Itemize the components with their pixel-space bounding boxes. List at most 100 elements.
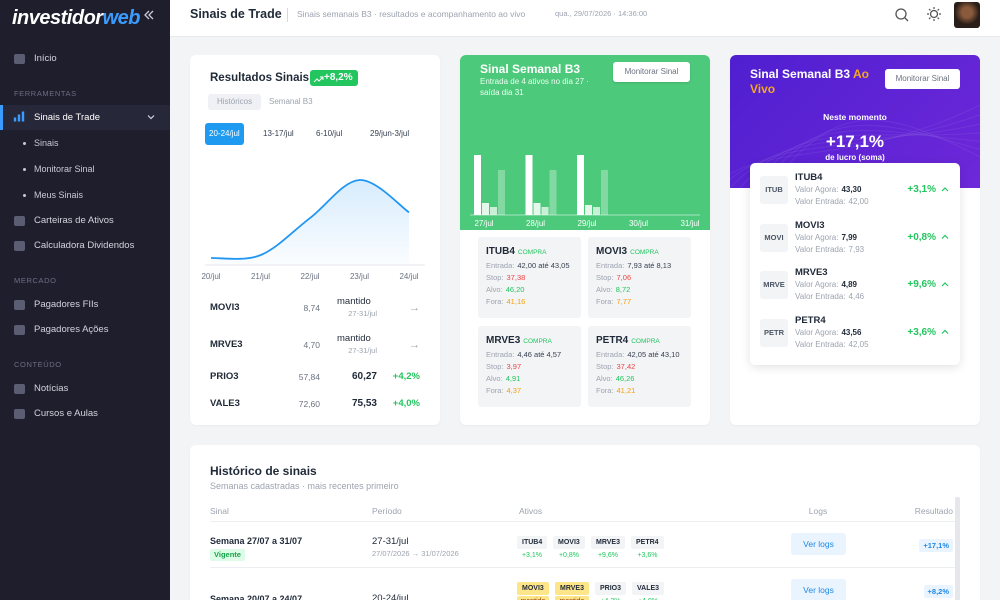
avatar[interactable]: [954, 2, 980, 28]
submenu-item[interactable]: Sinais: [34, 138, 59, 148]
value: 42,05 até 43,10: [627, 350, 680, 359]
menu-item[interactable]: Início: [34, 52, 57, 64]
asset-badge: PRIO3: [595, 582, 627, 595]
asset-badge: VALE3: [632, 582, 665, 595]
value: 42,05: [848, 339, 869, 349]
x-tick-label: 24/jul: [399, 272, 418, 281]
value-line: Valor Agora: 43,30: [795, 184, 861, 196]
label: Valor Entrada:: [795, 339, 846, 349]
value-line: Valor Entrada: 42,00: [795, 196, 869, 208]
label: Entrada:: [596, 350, 625, 359]
datetime: qua., 29/07/2026 · 14:36:00: [555, 9, 648, 18]
value-line: Valor Entrada: 42,05: [795, 339, 869, 351]
menu-item[interactable]: Pagadores FIIs: [34, 298, 99, 310]
week-button[interactable]: 13-17/jul: [263, 129, 294, 138]
side: COMPRA: [523, 338, 552, 345]
collapse-icon[interactable]: [0, 0, 170, 40]
asset-change: +0,8%: [558, 552, 580, 559]
x-tick-label: 23/jul: [350, 272, 369, 281]
menu-item[interactable]: Carteiras de Ativos: [34, 214, 114, 226]
asset-change: +4,0%: [632, 596, 664, 600]
ticker: MOVI3: [795, 219, 825, 231]
asset-change: +4,2%: [595, 596, 626, 600]
status: mantido: [337, 296, 371, 307]
menu-item[interactable]: Sinais de Trade: [34, 111, 101, 123]
value-line: Valor Agora: 4,89: [795, 279, 857, 291]
period: 27-31/jul: [372, 536, 409, 547]
button[interactable]: Monitorar Sinal: [885, 69, 960, 89]
scrollbar: [955, 497, 960, 600]
search-handle: [904, 17, 909, 22]
menu-icon: [14, 215, 25, 226]
card-title: Resultados Sinais: [210, 72, 310, 84]
result-badge: +17,1%: [919, 539, 953, 552]
value: 42,00: [848, 197, 869, 206]
signal-line: Fora: 7,77: [596, 296, 631, 308]
change: +0,8%: [907, 231, 936, 243]
ticker: MOVI3: [210, 302, 240, 313]
tab[interactable]: Históricos: [208, 94, 262, 110]
signal-line: Stop: 37,38: [486, 272, 525, 284]
line: [210, 179, 410, 260]
value: 46,26: [615, 374, 635, 383]
period: 27-31/jul: [348, 309, 377, 318]
ticker: ITUB4: [486, 246, 515, 257]
label: Fora:: [486, 297, 504, 306]
value: 41,16: [506, 297, 526, 306]
asset-badge: MRVE3: [555, 582, 589, 595]
column-header: Sinal: [210, 506, 229, 516]
signal-line: Fora: 4,37: [486, 385, 521, 397]
week: Semana 27/07 a 31/07: [210, 536, 303, 546]
asset-badge: MOVI3: [517, 582, 549, 595]
value: 37,42: [616, 362, 636, 371]
ticker: PETR4: [795, 314, 826, 326]
logs-button[interactable]: Ver logs: [791, 533, 846, 555]
ticker: ITUB4: [795, 172, 823, 183]
submenu-item[interactable]: Meus Sinais: [34, 190, 84, 200]
arrow: [941, 187, 949, 192]
value: 7,77: [616, 297, 632, 306]
card-title: Sinal Semanal B3 Ao Vivo: [750, 67, 885, 97]
value-line: Valor Entrada: 7,93: [795, 244, 864, 256]
title-main: Sinal Semanal B3: [750, 67, 851, 81]
period: 20-24/jul: [372, 593, 409, 600]
ticker: MRVE3: [486, 335, 521, 346]
total-caption: de lucro (soma): [825, 153, 885, 162]
menu-item[interactable]: Cursos e Aulas: [34, 407, 98, 419]
label: Entrada:: [596, 261, 625, 270]
card-title: Sinal Semanal B3: [480, 62, 581, 76]
signal-card: ITUB4 COMPRA Entrada: 42,00 até 43,05 Stop: 3…: [478, 237, 581, 318]
signal-head: ITUB4 COMPRA: [486, 243, 546, 257]
week-button[interactable]: 20-24/jul: [205, 123, 244, 145]
signal-line: Alvo: 46,20: [486, 284, 524, 296]
menu-icon: [14, 408, 25, 419]
change: +3,6%: [907, 326, 936, 338]
bullet: [23, 141, 26, 145]
collapse-chevrons: [144, 10, 154, 20]
signal-line: Entrada: 42,00 até 43,05: [486, 260, 570, 272]
value: 4,46 até 4,57: [517, 350, 562, 359]
week-button[interactable]: 6-10/jul: [316, 129, 343, 138]
menu-item[interactable]: Calculadora Dividendos: [34, 239, 135, 251]
green-panel: [460, 55, 710, 230]
button[interactable]: Monitorar Sinal: [613, 62, 690, 82]
week-button[interactable]: 29/jun-3/jul: [370, 129, 410, 138]
menu-icon: [14, 299, 25, 310]
label: Fora:: [596, 386, 614, 395]
submenu-item[interactable]: Monitorar Sinal: [34, 164, 95, 174]
logs-button[interactable]: Ver logs: [791, 579, 846, 600]
column-header: Período: [372, 506, 402, 516]
label: Alvo:: [486, 374, 503, 383]
menu-icon: [14, 324, 25, 335]
tab[interactable]: Semanal B3: [269, 97, 313, 106]
signal-line: Fora: 41,16: [486, 296, 525, 308]
signal-line: Entrada: 7,93 até 8,13: [596, 260, 671, 272]
menu-item[interactable]: Notícias: [34, 382, 69, 394]
x-tick-label: 21/jul: [251, 272, 270, 281]
active-bar: [0, 105, 3, 130]
signal-head: MRVE3 COMPRA: [486, 332, 552, 346]
menu-item[interactable]: Pagadores Ações: [34, 323, 109, 335]
asset-change: +3,1%: [521, 552, 543, 559]
asset-badge: PETR4: [631, 536, 664, 549]
live-list: ITUB ITUB4 Valor Agora: 43,30 Valor Entrada:…: [750, 163, 960, 365]
